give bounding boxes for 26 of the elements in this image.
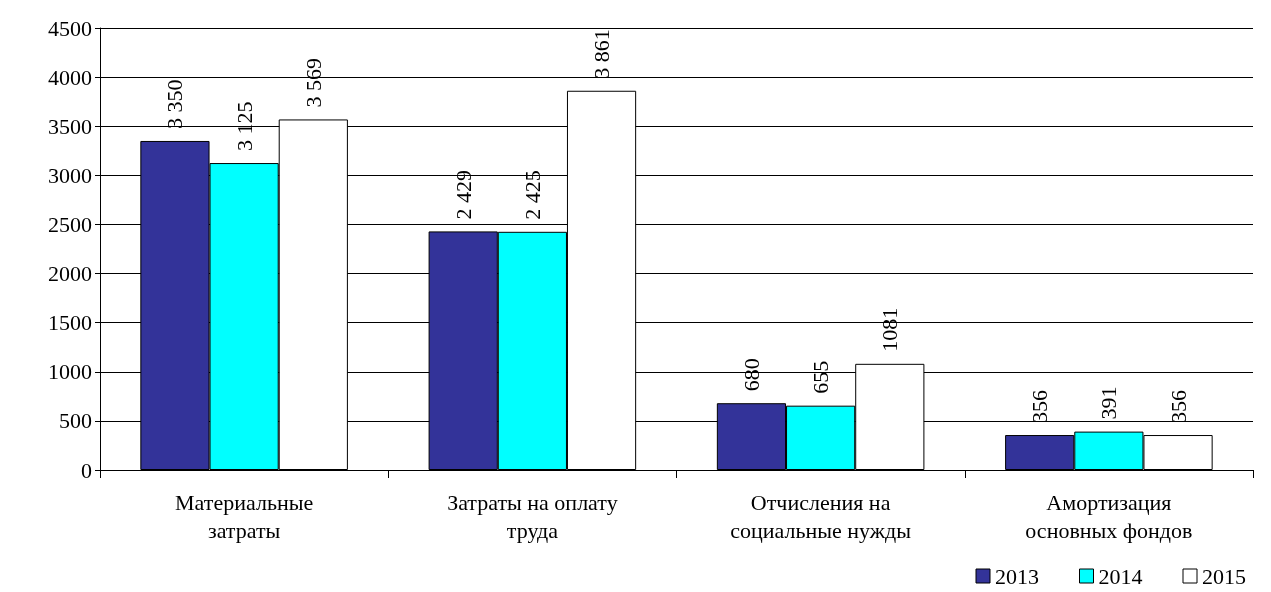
x-tick-label: Отчисления на социальные нужды	[730, 489, 912, 543]
data-label: 2 429	[450, 169, 476, 220]
data-label: 3 861	[589, 29, 615, 79]
y-tick-label: 1000	[48, 359, 92, 385]
y-tick-label: 2500	[48, 211, 92, 237]
data-label: 2 425	[519, 170, 545, 220]
data-label: 3 125	[231, 101, 257, 152]
data-label: 655	[808, 360, 834, 394]
legend-label: 2014	[1098, 563, 1143, 589]
data-label: 356	[1165, 390, 1191, 424]
x-tick-label: Амортизация основных фондов	[1025, 489, 1193, 543]
y-tick-label: 4500	[48, 15, 92, 41]
y-tick-label: 3000	[48, 162, 92, 188]
y-tick-label: 3500	[48, 113, 92, 139]
legend-label: 2015	[1202, 563, 1246, 589]
data-label: 1081	[877, 307, 903, 352]
y-tick-label: 0	[81, 457, 92, 483]
data-label: 391	[1096, 386, 1122, 420]
x-tick-label: Затраты на оплату труда	[447, 489, 618, 543]
data-label: 356	[1027, 390, 1053, 424]
x-tick-label: Материальные затраты	[175, 489, 314, 543]
y-tick-label: 500	[59, 408, 92, 434]
y-tick-label: 2000	[48, 261, 92, 287]
y-tick-label: 4000	[48, 64, 92, 90]
y-tick-label: 1500	[48, 310, 92, 336]
legend-label: 2013	[995, 563, 1039, 589]
